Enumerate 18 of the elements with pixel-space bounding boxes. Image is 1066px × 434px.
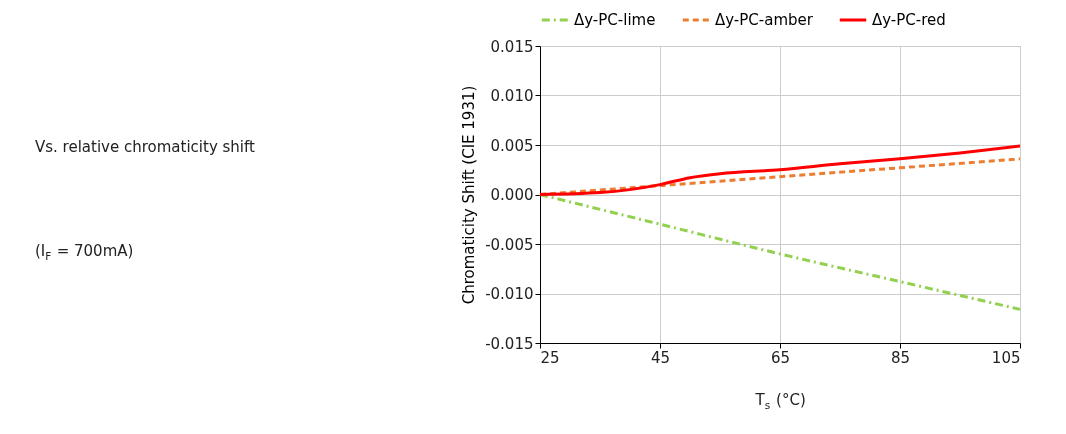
y-axis-title: Chromaticity Shift (CIE 1931) bbox=[460, 85, 479, 305]
y-tick-label: -0.005 bbox=[485, 235, 534, 254]
text: Vs. relative chromaticity shift bbox=[35, 138, 256, 156]
y-tick-label: 0.010 bbox=[490, 87, 534, 105]
legend-label: Δy-PC-red bbox=[872, 11, 946, 29]
y-tick-label: -0.010 bbox=[485, 285, 534, 303]
y-tick-label: 0.015 bbox=[490, 37, 534, 56]
x-tick-label: 45 bbox=[650, 348, 671, 367]
y-tick-label: 0.005 bbox=[490, 136, 534, 155]
line-series bbox=[538, 144, 1022, 196]
y-tick-label: 0.000 bbox=[490, 186, 534, 204]
x-tick-label: 105 bbox=[991, 348, 1021, 367]
x-tick-label: 85 bbox=[890, 348, 911, 367]
legend-label: Δy-PC-amber bbox=[715, 11, 814, 29]
x-tick-label: 25 bbox=[540, 348, 560, 367]
legend-label: Δy-PC-lime bbox=[574, 11, 656, 29]
y-tick-label: -0.015 bbox=[485, 334, 534, 353]
x-tick-label: 65 bbox=[770, 348, 791, 367]
